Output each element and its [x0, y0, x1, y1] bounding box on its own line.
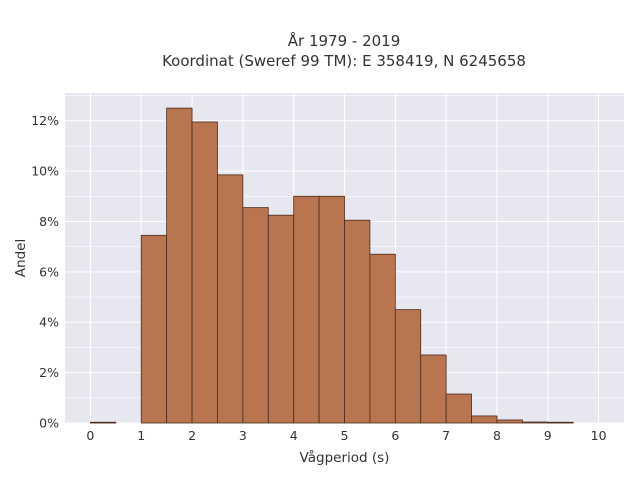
y-tick-label: 10% [31, 164, 59, 179]
histogram-bar [267, 214, 295, 424]
x-tick-label: 4 [290, 428, 298, 443]
histogram-bar [217, 174, 244, 424]
y-tick-label: 4% [39, 315, 59, 330]
histogram-bar [344, 219, 371, 424]
chart-title-line1: År 1979 - 2019 [288, 31, 401, 50]
x-tick-label: 10 [591, 428, 607, 443]
histogram-bar [242, 207, 269, 424]
histogram-bar [471, 415, 498, 424]
y-tick-label: 6% [39, 264, 59, 279]
x-tick-label: 7 [442, 428, 450, 443]
histogram-bar [166, 107, 193, 424]
x-tick-label: 9 [544, 428, 552, 443]
y-tick-label: 12% [31, 113, 59, 128]
histogram-bars [90, 107, 574, 424]
histogram-bar [369, 253, 396, 424]
histogram-bar [318, 195, 345, 424]
histogram-bar [496, 419, 523, 424]
y-axis-label: Andel [13, 239, 29, 277]
histogram-bar [90, 421, 117, 424]
x-tick-label: 6 [391, 428, 399, 443]
x-axis-ticks: 0 1 2 3 4 5 6 7 8 9 10 [86, 428, 606, 443]
histogram-bar [293, 195, 320, 424]
y-tick-label: 8% [39, 214, 59, 229]
x-tick-label: 3 [239, 428, 247, 443]
histogram-bar [521, 421, 549, 424]
histogram-bar [191, 121, 218, 424]
x-tick-label: 1 [137, 428, 145, 443]
x-axis-label: Vågperiod (s) [300, 449, 390, 466]
histogram-bar [140, 234, 168, 424]
x-tick-label: 8 [493, 428, 501, 443]
histogram-bar [547, 421, 574, 424]
y-tick-label: 2% [39, 365, 59, 380]
x-tick-label: 0 [86, 428, 94, 443]
x-tick-label: 5 [341, 428, 349, 443]
x-tick-label: 2 [188, 428, 196, 443]
histogram-bar [420, 354, 447, 424]
histogram-bar [445, 393, 472, 424]
y-tick-label: 0% [39, 416, 59, 431]
y-axis-ticks: 0% 2% 4% 6% 8% 10% 12% [31, 113, 59, 430]
histogram-bar [394, 309, 422, 424]
chart-title-line2: Koordinat (Sweref 99 TM): E 358419, N 62… [162, 52, 526, 70]
